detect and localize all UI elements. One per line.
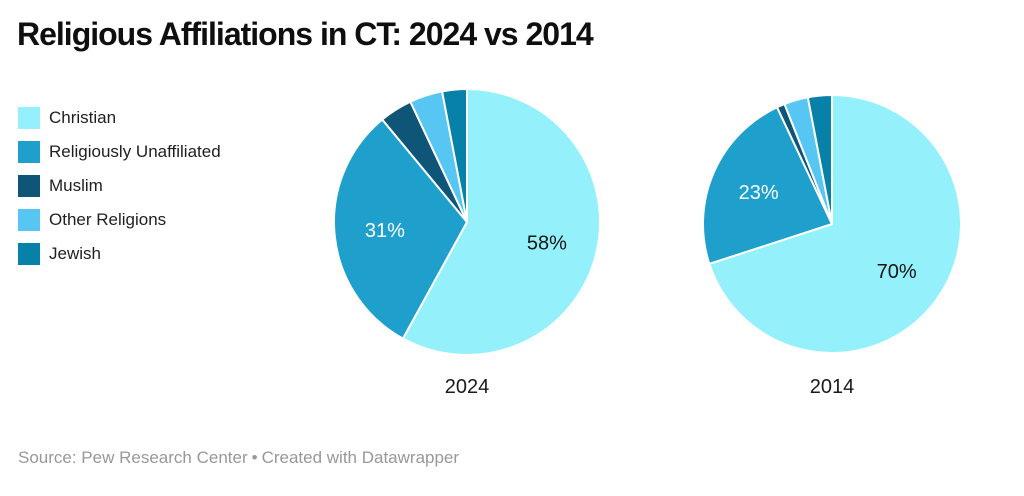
pie-year-label-2024: 2024 <box>444 376 490 398</box>
pie-year-label-2014: 2014 <box>809 376 855 398</box>
legend-item-muslim: Muslim <box>18 175 221 197</box>
legend-label: Jewish <box>49 244 101 263</box>
source-text: Source: Pew Research Center <box>18 448 248 467</box>
pie-slice-2024-jewish <box>441 88 468 223</box>
legend-label: Muslim <box>49 176 103 195</box>
slice-value-label-2024-religiously-unaffiliated: 31% <box>365 220 405 242</box>
pie-2024: 58% 31% <box>333 88 602 356</box>
legend-swatch-jewish <box>18 243 40 265</box>
pie-slice-2024-religiously-unaffiliated <box>333 118 468 340</box>
chart-title: Religious Affiliations in CT: 2024 vs 20… <box>17 16 594 52</box>
legend: Christian Religiously Unaffiliated Muslim O… <box>18 107 221 277</box>
datawrapper-credit-link[interactable]: Created with Datawrapper <box>261 448 460 467</box>
legend-label: Other Religions <box>49 210 167 229</box>
footer-separator: • <box>251 448 258 467</box>
legend-item-other-religions: Other Religions <box>18 209 221 231</box>
legend-swatch-muslim <box>18 175 40 197</box>
pie-slice-2014-christian <box>708 94 962 354</box>
slice-value-label-2014-christian: 70% <box>877 261 917 283</box>
legend-label: Religiously Unaffiliated <box>49 142 221 161</box>
pie-slice-2024-christian <box>401 88 602 356</box>
legend-swatch-other-religions <box>18 209 40 231</box>
legend-swatch-religiously-unaffiliated <box>18 141 40 163</box>
legend-item-jewish: Jewish <box>18 243 221 265</box>
legend-item-religiously-unaffiliated: Religiously Unaffiliated <box>18 141 221 163</box>
slice-value-label-2024-christian: 58% <box>527 233 567 255</box>
pie-slice-2014-jewish <box>806 93 833 225</box>
legend-swatch-christian <box>18 107 40 129</box>
pie-slice-2014-religiously-unaffiliated <box>702 106 833 265</box>
pie-2014: 70% 23% <box>702 93 962 354</box>
slice-value-label-2014-religiously-unaffiliated: 23% <box>739 182 779 204</box>
legend-item-christian: Christian <box>18 107 221 129</box>
source-line: Source: Pew Research Center • Created with… <box>18 448 459 468</box>
legend-label: Christian <box>49 108 117 127</box>
